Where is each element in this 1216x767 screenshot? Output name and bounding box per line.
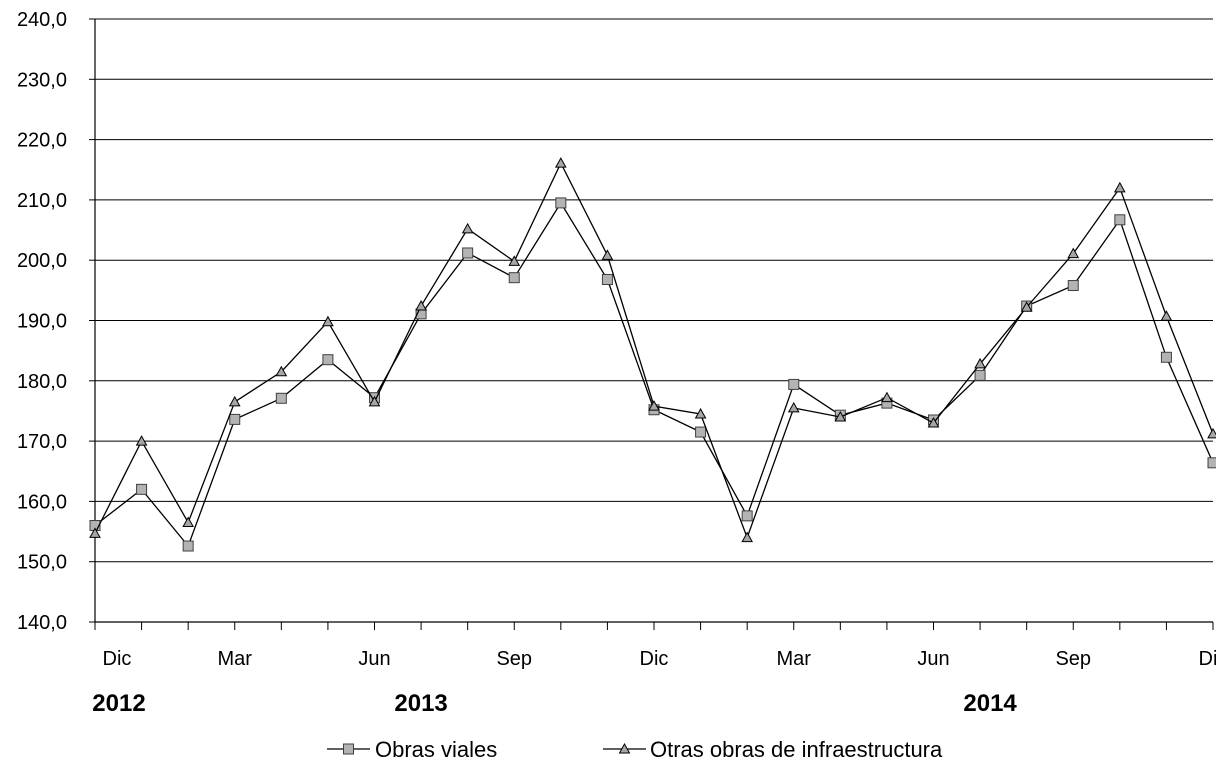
data-point-square [462,247,474,259]
data-point-triangle [694,407,707,419]
data-point-triangle [135,435,148,446]
legend-marker-square [343,743,354,755]
data-point-square [1207,457,1216,469]
x-tick-label: Dic [640,648,669,670]
data-point-square [322,354,334,366]
x-tick-label: Dic [103,648,132,670]
y-tick-label: 220,0 [17,130,67,152]
y-tick-label: 240,0 [17,9,67,31]
data-point-triangle [927,416,940,428]
series-line [94,201,1214,548]
data-point-triangle [741,531,754,543]
data-point-square [601,273,613,285]
data-point-square [1160,351,1172,363]
data-point-square [788,378,800,390]
data-point-triangle [974,357,986,369]
x-tick-label: Sep [496,648,532,670]
data-point-square [974,369,986,381]
x-axis-tick-labels: Dic Mar Jun Sep Dic Mar Jun Sep Dic [103,648,1216,670]
data-point-triangle [322,315,334,327]
data-point-triangle [368,395,381,407]
data-point-square [136,483,148,495]
data-point-triangle [1207,427,1216,439]
legend-marker-triangle [618,742,631,754]
data-point-triangle [834,410,847,422]
legend-label-obras-viales: Obras viales [375,737,497,762]
data-point-square [508,272,520,284]
x-tick-label: Jun [358,648,390,670]
series-group [89,157,1216,552]
data-point-square [1067,280,1079,292]
legend: Obras viales Otras obras de infraestructu… [327,737,943,762]
y-tick-label: 180,0 [17,371,67,393]
x-tick-label: Mar [777,648,812,670]
y-tick-label: 210,0 [17,190,67,212]
series-otras-obras-infraestructura [89,157,1216,543]
legend-label-otras-obras: Otras obras de infraestructura [650,737,943,762]
x-tick-label: Mar [218,648,253,670]
data-point-triangle [182,516,195,528]
y-tick-label: 190,0 [17,311,67,333]
y-tick-label: 200,0 [17,250,67,272]
data-point-triangle [275,365,288,377]
axes [94,19,1214,630]
data-point-triangle [1160,310,1173,321]
y-tick-label: 160,0 [17,491,67,513]
series-obras-viales [89,197,1216,552]
data-point-square [229,413,241,425]
data-point-triangle [648,400,660,411]
data-point-triangle [881,391,893,403]
y-tick-label: 230,0 [17,69,67,91]
data-point-square [741,510,753,522]
y-tick-label: 170,0 [17,431,67,453]
data-point-triangle [601,249,614,260]
year-labels: 2012 2013 2014 [92,690,1017,717]
data-point-square [1114,214,1126,226]
data-point-triangle [415,299,427,311]
data-point-triangle [228,395,241,407]
data-point-triangle [1113,181,1126,193]
data-point-triangle [508,255,521,266]
grid-lines [89,18,1213,623]
data-point-triangle [787,401,800,413]
x-tick-label: Dic [1199,648,1216,670]
data-point-triangle [554,157,567,168]
data-point-square [182,540,194,552]
data-point-triangle [1067,247,1080,259]
x-tick-label: Sep [1055,648,1091,670]
x-tick-label: Jun [917,648,949,670]
data-point-square [555,197,567,209]
data-point-triangle [89,527,101,538]
y-axis-tick-labels: 140,0 150,0 160,0 170,0 180,0 190,0 200,0 210,0… [17,9,67,634]
year-label: 2014 [963,690,1017,717]
series-line [94,161,1214,540]
year-label: 2012 [92,690,145,717]
data-point-triangle [461,222,474,234]
year-label: 2013 [394,690,447,717]
data-point-triangle [1020,301,1033,312]
y-tick-label: 150,0 [17,552,67,574]
y-tick-label: 140,0 [17,612,67,634]
data-point-square [695,426,707,438]
data-point-square [275,392,287,404]
